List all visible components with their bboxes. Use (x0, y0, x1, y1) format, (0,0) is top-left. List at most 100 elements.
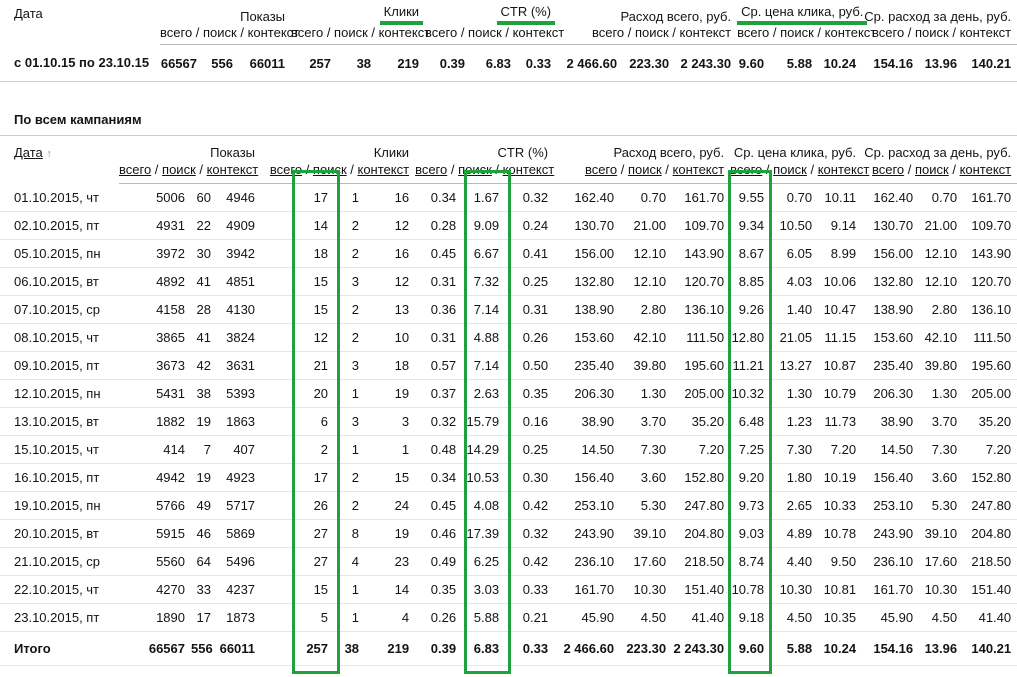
table-cell: 27 (261, 547, 335, 576)
sort-link-total[interactable]: всего (584, 162, 618, 177)
sort-link-total[interactable]: всего (871, 162, 905, 177)
sort-link-context[interactable]: контекст (817, 162, 870, 177)
row-date: 08.10.2015, чт (0, 323, 119, 352)
table-cell: 14.50 (554, 435, 621, 464)
subheader-separator: / (151, 162, 163, 177)
table-cell: 109.70 (672, 211, 731, 240)
table-cell: 143.90 (963, 239, 1017, 268)
table-cell: 38.90 (862, 407, 920, 436)
table-cell: 5.88 (462, 603, 506, 632)
table-cell: 8.85 (730, 267, 771, 296)
table-cell: 5 (261, 603, 335, 632)
table-cell: 8 (334, 519, 366, 548)
table-cell: 205.00 (963, 379, 1017, 408)
subheader-separator: / (617, 162, 628, 177)
table-cell: 7.20 (963, 435, 1017, 464)
table-cell: 33 (191, 575, 217, 604)
table-row: 02.10.2015, пт 4931 22 4909 14 2 12 0.28 9.09 0.2… (0, 211, 1017, 240)
column-header-date: Дата ↑ (0, 136, 119, 184)
table-cell: 0.35 (505, 379, 555, 408)
table-cell: 414 (119, 435, 191, 464)
table-cell: 16 (365, 239, 416, 268)
table-cell: 0.39 (425, 44, 472, 82)
table-cell: 4.50 (919, 603, 964, 632)
sort-link-context[interactable]: контекст (357, 162, 410, 177)
table-cell: 4.08 (462, 491, 506, 520)
table-cell: 10 (365, 323, 416, 352)
table-cell: 0.37 (415, 379, 463, 408)
table-cell: 236.10 (862, 547, 920, 576)
row-date: 19.10.2015, пн (0, 491, 119, 520)
table-cell: 556 (191, 631, 217, 666)
table-cell: 130.70 (862, 211, 920, 240)
table-cell: 13.96 (919, 44, 964, 82)
table-row: 21.10.2015, ср 5560 64 5496 27 4 23 0.49 6.25 0.4… (0, 547, 1017, 576)
table-cell: 15 (261, 575, 335, 604)
total-label: Итого (0, 631, 119, 666)
subheader-separator: / (447, 162, 459, 177)
table-cell: 0.42 (505, 491, 555, 520)
sort-link-search[interactable]: поиск (627, 162, 662, 177)
summary-row: с 01.10.15 по 23.10.15 66567 556 66011 257 38… (0, 44, 1017, 82)
table-cell: 5393 (217, 379, 262, 408)
sort-link-total[interactable]: всего (119, 162, 152, 177)
table-cell: 10.32 (730, 379, 771, 408)
table-cell: 156.00 (554, 239, 621, 268)
table-cell: 236.10 (554, 547, 621, 576)
sort-link-context[interactable]: контекст (672, 162, 725, 177)
sort-link-total[interactable]: всего (415, 162, 448, 177)
sort-link-search[interactable]: поиск (312, 162, 347, 177)
table-cell: 154.16 (862, 631, 920, 666)
table-cell: 4892 (119, 267, 191, 296)
table-cell: 13 (365, 295, 416, 324)
date-sort-link[interactable]: Дата (14, 145, 43, 160)
table-cell: 2.65 (770, 491, 819, 520)
table-cell: 0.36 (415, 295, 463, 324)
sort-link-context[interactable]: контекст (959, 162, 1012, 177)
table-cell: 3631 (217, 351, 262, 380)
sort-link-search[interactable]: поиск (915, 162, 949, 177)
sort-link-context[interactable]: контекст (206, 162, 259, 177)
table-cell: 0.32 (505, 183, 555, 212)
table-cell: 235.40 (862, 351, 920, 380)
table-cell: 161.70 (554, 575, 621, 604)
table-cell: 162.40 (554, 183, 621, 212)
column-subheader: всего / поиск / контекст (415, 161, 554, 184)
table-cell: 10.78 (730, 575, 771, 604)
sort-link-total[interactable]: всего (269, 162, 303, 177)
table-cell: 407 (217, 435, 262, 464)
table-cell: 152.80 (672, 463, 731, 492)
table-cell: 7 (191, 435, 217, 464)
table-cell: 2 466.60 (557, 44, 624, 82)
sort-link-search[interactable]: поиск (458, 162, 492, 177)
table-cell: 257 (291, 44, 338, 82)
table-cell: 140.21 (963, 631, 1017, 666)
summary-table: Дата Показы Клики CTR (%) Расход всего, … (0, 4, 1017, 82)
subheader-separator: / (762, 162, 774, 177)
table-cell: 247.80 (672, 491, 731, 520)
sort-link-search[interactable]: поиск (773, 162, 807, 177)
table-cell: 42.10 (919, 323, 964, 352)
table-cell: 109.70 (963, 211, 1017, 240)
sort-link-context[interactable]: контекст (502, 162, 555, 177)
table-row: 22.10.2015, чт 4270 33 4237 15 1 14 0.35 3.03 0.3… (0, 575, 1017, 604)
table-cell: 154.16 (862, 44, 920, 82)
table-cell: 3673 (119, 351, 191, 380)
sort-link-search[interactable]: поиск (162, 162, 196, 177)
table-cell: 2 (334, 211, 366, 240)
table-cell: 2 (334, 239, 366, 268)
sort-link-total[interactable]: всего (730, 162, 763, 177)
table-cell: 9.18 (730, 603, 771, 632)
table-cell: 120.70 (672, 267, 731, 296)
table-row: 15.10.2015, чт 414 7 407 2 1 1 0.48 14.29 0.25 14.… (0, 435, 1017, 464)
table-cell: 17.39 (462, 519, 506, 548)
table-cell: 24 (365, 491, 416, 520)
table-cell: 18 (261, 239, 335, 268)
table-cell: 45.90 (862, 603, 920, 632)
table-cell: 156.00 (862, 239, 920, 268)
table-cell: 28 (191, 295, 217, 324)
table-cell: 3865 (119, 323, 191, 352)
table-cell: 1.40 (770, 295, 819, 324)
table-cell: 7.20 (818, 435, 863, 464)
table-cell: 9.60 (737, 44, 771, 82)
